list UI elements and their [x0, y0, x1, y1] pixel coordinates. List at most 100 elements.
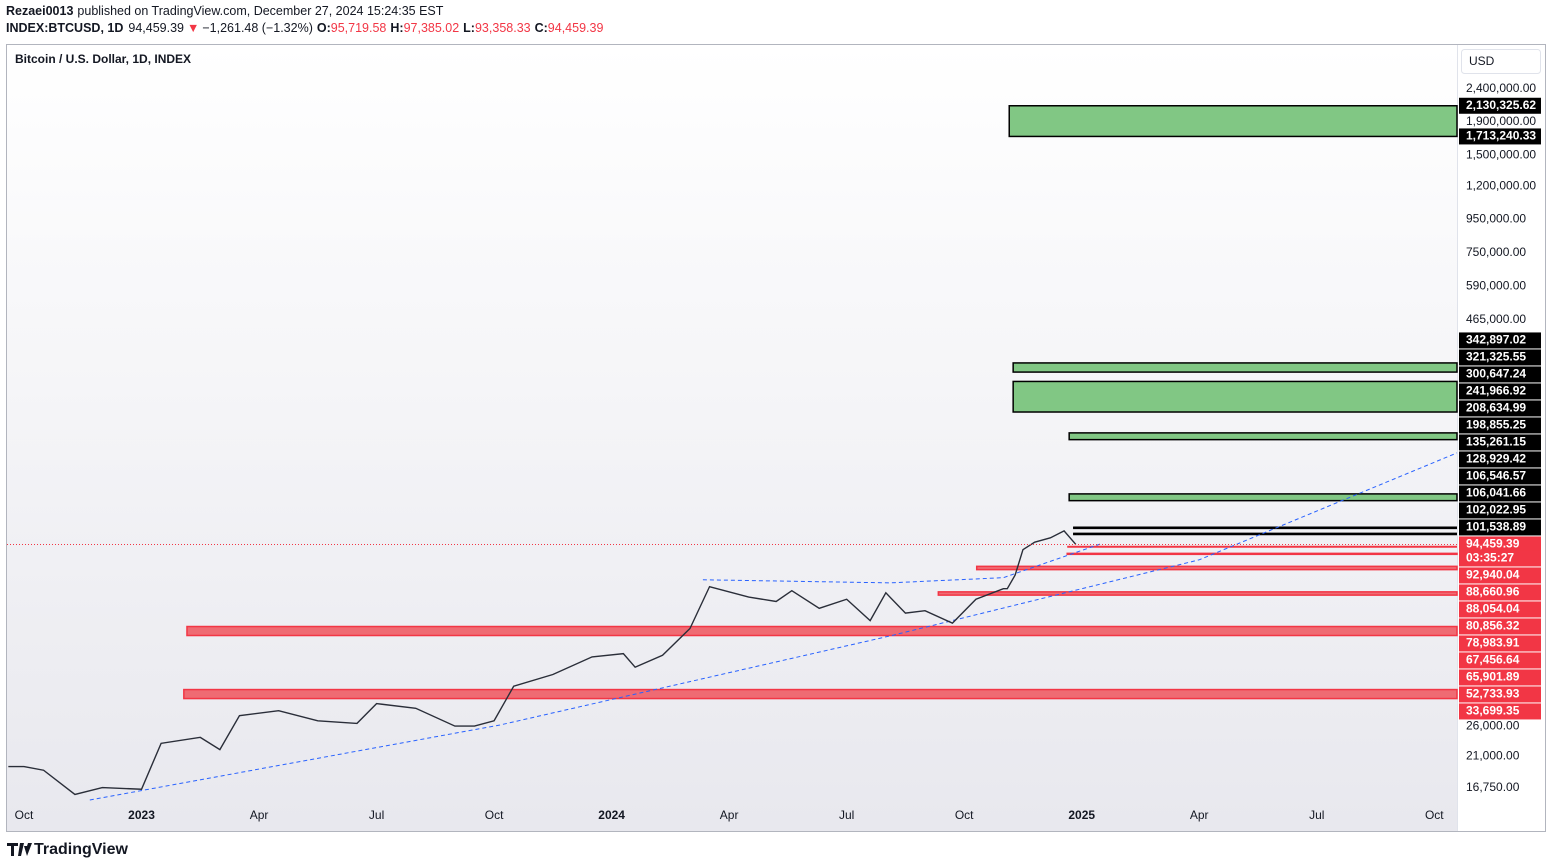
- x-tick-label: Apr: [250, 808, 269, 822]
- y-tick-label: 21,000.00: [1466, 748, 1520, 762]
- zone: [1068, 432, 1458, 441]
- price-label-box: [1459, 400, 1541, 417]
- y-tick-label: 750,000.00: [1466, 245, 1526, 259]
- zone: [1068, 493, 1458, 502]
- x-tick-label: 2024: [598, 808, 625, 822]
- author: Rezaei0013: [6, 4, 73, 18]
- symbol: INDEX:BTCUSD, 1D: [6, 21, 123, 35]
- price-label-box: [1459, 97, 1541, 114]
- price-label-box: [1459, 468, 1541, 485]
- x-tick-label: Oct: [955, 808, 974, 822]
- y-tick-label: 1,200,000.00: [1466, 179, 1536, 193]
- price-label: 135,261.15: [1466, 435, 1526, 449]
- price-label: 342,897.02: [1466, 333, 1526, 347]
- x-tick-label: 2025: [1068, 808, 1095, 822]
- publish-line: Rezaei0013 published on TradingView.com, …: [6, 4, 444, 18]
- y-tick-label: 465,000.00: [1466, 312, 1526, 326]
- current-price-label-box: [1459, 536, 1541, 553]
- x-tick-label: Apr: [1190, 808, 1209, 822]
- quote-line: INDEX:BTCUSD, 1D 94,459.39 ▼ −1,261.48 (−1.…: [6, 21, 603, 35]
- ohlc-value: 94,459.39: [548, 21, 604, 35]
- x-tick-label: Apr: [720, 808, 739, 822]
- y-tick-label: 1,900,000.00: [1466, 114, 1536, 128]
- price-label-box: [1459, 635, 1541, 652]
- price-label: 321,325.55: [1466, 350, 1526, 364]
- legend: Bitcoin / U.S. Dollar, 1D, INDEX: [15, 52, 191, 66]
- x-tick-label: Oct: [1425, 808, 1444, 822]
- price-label-box: [1459, 417, 1541, 434]
- price-label-box: [1459, 652, 1541, 669]
- price-label: 92,940.04: [1466, 568, 1520, 582]
- footer-brand: TradingView: [34, 841, 129, 858]
- price-label-box: [1459, 584, 1541, 601]
- price-label: 1,713,240.33: [1466, 129, 1536, 143]
- price-label: 208,634.99: [1466, 401, 1526, 415]
- zone: [937, 591, 1458, 596]
- zone: [1066, 552, 1458, 556]
- change-arrow: ▼: [187, 21, 199, 35]
- price-label: 80,856.32: [1466, 619, 1520, 633]
- current-price-label: 94,459.39: [1466, 537, 1520, 551]
- price-label: 78,983.91: [1466, 636, 1520, 650]
- price-label: 128,929.42: [1466, 452, 1526, 466]
- price-line: [8, 530, 1077, 796]
- logo-icon: [7, 843, 32, 856]
- price-label: 65,901.89: [1466, 670, 1520, 684]
- x-tick-label: 2023: [128, 808, 155, 822]
- price-label: 106,041.66: [1466, 486, 1526, 500]
- price-label: 88,054.04: [1466, 602, 1520, 616]
- price-label-box: [1459, 383, 1541, 400]
- ohlc-value: 93,358.33: [475, 21, 531, 35]
- last-price: 94,459.39: [128, 21, 184, 35]
- x-tick-label: Jul: [1309, 808, 1324, 822]
- x-tick-label: Jul: [839, 808, 854, 822]
- currency-button[interactable]: [1461, 49, 1541, 74]
- price-label-box: [1459, 703, 1541, 720]
- x-tick-label: Jul: [369, 808, 384, 822]
- zone: [975, 565, 1458, 571]
- y-tick-label: 16,750.00: [1466, 780, 1520, 794]
- price-label: 106,546.57: [1466, 469, 1526, 483]
- countdown-label: 03:35:27: [1466, 551, 1514, 565]
- price-label: 33,699.35: [1466, 704, 1520, 718]
- published: published on TradingView.com, December 2…: [77, 4, 443, 18]
- price-label: 67,456.64: [1466, 653, 1520, 667]
- currency: USD: [1469, 54, 1495, 68]
- price-label: 52,733.93: [1466, 687, 1520, 701]
- price-label: 101,538.89: [1466, 520, 1526, 534]
- price-label: 300,647.24: [1466, 367, 1526, 381]
- ohlc-key: O:: [317, 21, 331, 35]
- price-label-box: [1459, 686, 1541, 703]
- ohlc-value: 97,385.02: [404, 21, 460, 35]
- x-tick-label: Oct: [15, 808, 34, 822]
- price-label-box: [1459, 502, 1541, 519]
- price-label: 88,660.96: [1466, 585, 1520, 599]
- ohlc-key: C:: [535, 21, 548, 35]
- trendline: [89, 452, 1458, 801]
- price-label-box: [1459, 128, 1541, 145]
- price-label: 198,855.25: [1466, 418, 1526, 432]
- price-label-box: [1459, 601, 1541, 618]
- price-label-box: [1459, 618, 1541, 635]
- zone: [183, 688, 1458, 700]
- price-label-box: [1459, 519, 1541, 536]
- y-tick-label: 950,000.00: [1466, 212, 1526, 226]
- price-label-box: [1459, 434, 1541, 451]
- countdown-label-box: [1459, 550, 1541, 567]
- price-label-box: [1459, 332, 1541, 349]
- x-tick-label: Oct: [485, 808, 504, 822]
- zone: [1008, 105, 1458, 138]
- ohlc-value: 95,719.58: [331, 21, 387, 35]
- price-label-box: [1459, 669, 1541, 686]
- zone: [1012, 362, 1458, 373]
- price-label-box: [1459, 349, 1541, 366]
- ohlc-key: H:: [390, 21, 403, 35]
- y-tick-label: 1,500,000.00: [1466, 147, 1536, 161]
- price-label-box: [1459, 451, 1541, 468]
- change: −1,261.48 (−1.32%): [202, 21, 313, 35]
- price-label-box: [1459, 485, 1541, 502]
- y-tick-label: 590,000.00: [1466, 279, 1526, 293]
- zone: [186, 625, 1458, 637]
